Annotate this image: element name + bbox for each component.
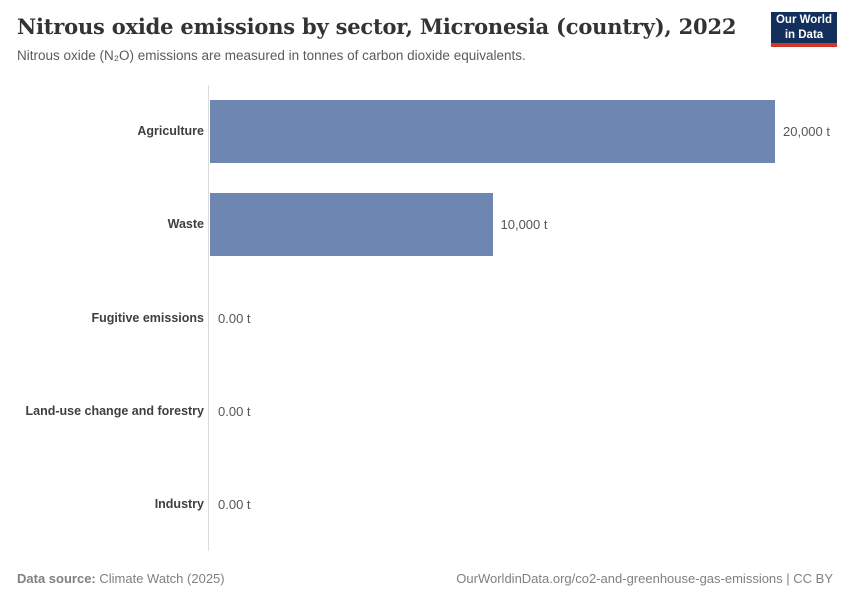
y-axis-line bbox=[208, 85, 209, 551]
bar-rows: Agriculture 20,000 t Waste 10,000 t Fugi… bbox=[0, 85, 850, 551]
category-label: Land-use change and forestry bbox=[25, 403, 204, 418]
value-label: 10,000 t bbox=[500, 217, 548, 233]
category-label: Fugitive emissions bbox=[91, 310, 204, 325]
bar[interactable] bbox=[210, 100, 775, 164]
owid-logo-line2: in Data bbox=[784, 28, 824, 41]
value-label: 0.00 t bbox=[218, 496, 251, 512]
bar-track: 0.00 t bbox=[210, 271, 850, 364]
value-label: 0.00 t bbox=[218, 310, 251, 326]
attribution-link[interactable]: OurWorldinData.org/co2-and-greenhouse-ga… bbox=[456, 571, 833, 586]
value-label: 20,000 t bbox=[783, 124, 830, 140]
chart-subtitle: Nitrous oxide (N₂O) emissions are measur… bbox=[17, 48, 526, 64]
bar-track: 10,000 t bbox=[210, 178, 850, 271]
category-label: Industry bbox=[154, 496, 204, 511]
bar-track: 20,000 t bbox=[210, 85, 850, 178]
owid-logo-line1: Our World bbox=[775, 14, 832, 27]
value-label: 0.00 t bbox=[218, 403, 251, 419]
data-source-value: Climate Watch (2025) bbox=[99, 571, 225, 586]
bar-row: Waste 10,000 t bbox=[0, 178, 850, 271]
bar-row: Land-use change and forestry 0.00 t bbox=[0, 365, 850, 458]
bar-row: Fugitive emissions 0.00 t bbox=[0, 271, 850, 364]
chart-title: Nitrous oxide emissions by sector, Micro… bbox=[17, 14, 737, 39]
bar-track: 0.00 t bbox=[210, 365, 850, 458]
category-label: Waste bbox=[167, 217, 204, 232]
owid-logo[interactable]: Our World in Data bbox=[771, 12, 837, 47]
bar-row: Industry 0.00 t bbox=[0, 458, 850, 551]
bar-chart: Agriculture 20,000 t Waste 10,000 t Fugi… bbox=[0, 85, 850, 551]
bar-row: Agriculture 20,000 t bbox=[0, 85, 850, 178]
bar[interactable] bbox=[210, 193, 493, 257]
category-label: Agriculture bbox=[137, 124, 204, 139]
data-source: Data source: Climate Watch (2025) bbox=[17, 571, 225, 586]
data-source-label: Data source: bbox=[17, 571, 96, 586]
chart-header: Nitrous oxide emissions by sector, Micro… bbox=[0, 0, 850, 65]
bar-track: 0.00 t bbox=[210, 458, 850, 551]
chart-footer: Data source: Climate Watch (2025) OurWor… bbox=[17, 571, 833, 586]
